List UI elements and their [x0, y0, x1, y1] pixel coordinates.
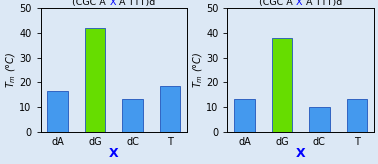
Text: X: X: [296, 0, 303, 7]
Bar: [234, 99, 255, 132]
Text: (CGC A: (CGC A: [259, 0, 296, 7]
Y-axis label: $T_m$ (°C): $T_m$ (°C): [4, 52, 18, 88]
Bar: [122, 99, 143, 132]
Text: A TTT)d: A TTT)d: [116, 0, 155, 7]
Bar: [272, 38, 292, 132]
Y-axis label: $T_m$ (°C): $T_m$ (°C): [191, 52, 204, 88]
X-axis label: X: X: [296, 147, 305, 160]
Text: A TTT)d: A TTT)d: [303, 0, 342, 7]
Bar: [160, 86, 180, 132]
Bar: [47, 91, 68, 132]
Bar: [309, 107, 330, 132]
Bar: [347, 99, 367, 132]
Bar: [85, 28, 105, 132]
X-axis label: X: X: [109, 147, 119, 160]
Text: X: X: [109, 0, 116, 7]
Text: (CGC A: (CGC A: [73, 0, 109, 7]
